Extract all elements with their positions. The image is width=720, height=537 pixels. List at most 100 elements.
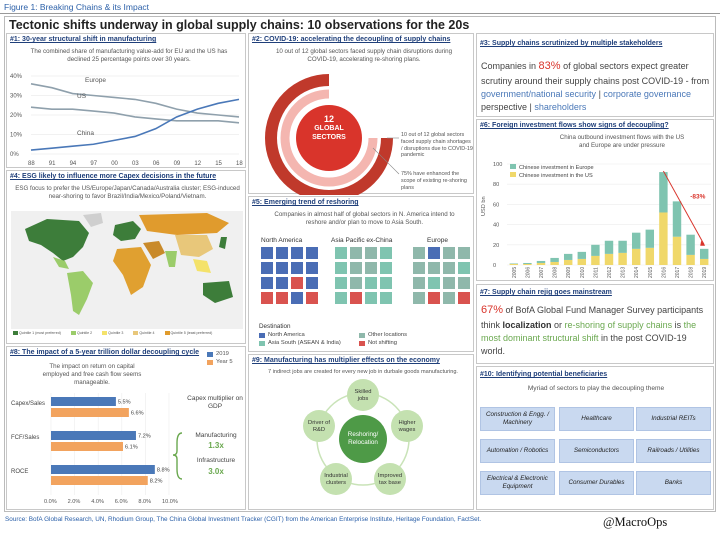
map-mexico bbox=[53, 257, 69, 269]
y-tick-label: 30% bbox=[10, 94, 23, 100]
legend-item: Quintile 3 bbox=[102, 331, 123, 335]
bar-europe bbox=[550, 257, 559, 262]
legend-label: Chinese investment in Europe bbox=[519, 165, 594, 171]
bar-europe bbox=[591, 244, 600, 256]
panel-title: #6: Foreign investment flows show signs … bbox=[480, 122, 669, 129]
ring-note-2: 75% have enhanced the scope of existing … bbox=[401, 171, 467, 191]
waffle-cell bbox=[380, 247, 392, 259]
map-russia bbox=[139, 213, 229, 235]
y-tick-label: 20% bbox=[10, 113, 23, 119]
data-label: 7.2% bbox=[138, 434, 151, 440]
bar-2019 bbox=[51, 397, 116, 406]
legend-swatch bbox=[359, 340, 365, 346]
figure-caption: Figure 1: Breaking Chains & its Impact bbox=[4, 2, 150, 12]
x-tick-label: 2013 bbox=[621, 267, 627, 278]
x-tick-label: 2015 bbox=[648, 267, 654, 278]
x-tick-label: 2018 bbox=[689, 267, 695, 278]
legend-swatch bbox=[259, 332, 265, 338]
x-tick-label: 2008 bbox=[553, 267, 559, 278]
waffle-cell bbox=[306, 277, 318, 289]
x-tick-label: 15 bbox=[215, 161, 222, 167]
legend-label: North America bbox=[268, 332, 305, 338]
stakeholder-governance: corporate governance bbox=[603, 88, 691, 99]
infrastructure-value: 3.0x bbox=[208, 467, 224, 476]
legend-swatch bbox=[207, 359, 213, 365]
sector-construction: Construction & Engg. / Machinery bbox=[480, 407, 555, 431]
legend-label: Quintile 4 bbox=[139, 331, 155, 335]
bar-us bbox=[604, 253, 614, 265]
panel-text: 10 out of 12 global sectors faced supply… bbox=[275, 48, 453, 64]
sector-electrical: Electrical & Electronic Equipment bbox=[480, 471, 555, 495]
node-tax-base bbox=[374, 463, 406, 495]
waffle-cell bbox=[458, 277, 470, 289]
stakeholder-government: government/national security bbox=[481, 88, 597, 99]
legend-label: Quintile 3 bbox=[108, 331, 124, 335]
waffle-cell bbox=[443, 292, 455, 304]
panel-title: #10: Identifying potential beneficiaries bbox=[480, 371, 608, 378]
waffle-cell bbox=[413, 277, 425, 289]
text-part: of global sectors expect greater scrutin… bbox=[481, 61, 710, 86]
map-india bbox=[165, 251, 177, 267]
infographic-frame bbox=[4, 16, 716, 512]
world-map bbox=[11, 211, 243, 329]
brand-logo: @MacroOps bbox=[603, 515, 668, 529]
text-part: in the post COVID-19 world. bbox=[481, 332, 687, 357]
map-greenland bbox=[83, 213, 103, 227]
node-label: Higher wages bbox=[398, 420, 416, 433]
panel-title: #2: COVID-19: accelerating the decouplin… bbox=[252, 36, 451, 43]
legend-label: Quintile 5 (least preferred) bbox=[170, 331, 213, 335]
sector-healthcare: Healthcare bbox=[559, 407, 634, 431]
legend-label: Asia South (ASEAN & India) bbox=[268, 340, 341, 346]
legend-label: Year 5 bbox=[216, 359, 233, 366]
panel-title: #4: ESG likely to influence more Capex d… bbox=[10, 173, 217, 180]
waffle-cell bbox=[380, 262, 392, 274]
x-tick-label: 10.0% bbox=[162, 499, 178, 505]
infrastructure-label: Infrastructure bbox=[196, 457, 236, 464]
panel-text: Companies in almost half of global secto… bbox=[274, 211, 455, 227]
category-label: FCF/Sales bbox=[11, 435, 39, 441]
bar-us bbox=[672, 236, 682, 265]
series-line-us bbox=[30, 106, 240, 124]
waffle-cell bbox=[458, 247, 470, 259]
legend-item: Year 5 bbox=[207, 358, 233, 366]
y-tick-label: 80 bbox=[493, 182, 499, 188]
x-tick-label: 2014 bbox=[634, 267, 640, 278]
bar-year5 bbox=[51, 408, 129, 417]
legend-label: Other locations bbox=[368, 332, 407, 338]
manufacturing-label: Manufacturing bbox=[195, 432, 237, 439]
x-tick-label: 09 bbox=[174, 161, 181, 167]
category-label: ROCE bbox=[11, 469, 28, 475]
waffle-cell bbox=[276, 262, 288, 274]
waffle-cell bbox=[306, 247, 318, 259]
panel-text: ESG focus to prefer the US/Europe/Japan/… bbox=[15, 185, 240, 201]
bar-2019 bbox=[51, 431, 136, 440]
panel-reshoring: #5: Emerging trend of reshoring Companie… bbox=[248, 196, 474, 352]
series-line-china bbox=[30, 98, 240, 151]
multiplier-brace bbox=[172, 432, 183, 480]
bar-us bbox=[563, 259, 573, 265]
legend-label: Quintile 2 bbox=[76, 331, 93, 335]
reshoring-waffle-grids bbox=[261, 247, 470, 304]
map-southeast-asia bbox=[193, 259, 211, 273]
decline-annotation: -83% bbox=[690, 193, 705, 200]
x-tick-label: 2006 bbox=[525, 267, 531, 278]
map-africa bbox=[113, 247, 151, 295]
keyword-dominant-shift: the most dominant structural shift bbox=[481, 319, 697, 343]
bar-europe bbox=[509, 263, 519, 264]
panel-beneficiaries: #10: Identifying potential beneficiaries… bbox=[476, 366, 714, 510]
waffle-cell bbox=[365, 262, 377, 274]
legend-label: 2019 bbox=[216, 351, 229, 357]
y-tick-label: 100 bbox=[493, 162, 502, 168]
text-part: perspective | bbox=[481, 102, 535, 113]
legend-swatch bbox=[70, 331, 76, 335]
x-tick-label: 03 bbox=[132, 161, 139, 167]
data-label: 6.1% bbox=[125, 445, 138, 451]
sector-automation: Automation / Robotics bbox=[480, 439, 555, 463]
legend-item: 2019 bbox=[207, 350, 233, 358]
x-tick-label: 12 bbox=[194, 161, 201, 167]
keyword-reshoring: re-shoring of supply chains bbox=[564, 319, 673, 330]
legend-swatch bbox=[164, 331, 170, 335]
map-legend: Quintile 1 (most preferred) Quintile 2 Q… bbox=[13, 331, 243, 335]
stakeholder-shareholders: shareholders bbox=[534, 102, 587, 113]
panel-text: 67% of BofA Global Fund Manager Survey p… bbox=[481, 303, 713, 358]
